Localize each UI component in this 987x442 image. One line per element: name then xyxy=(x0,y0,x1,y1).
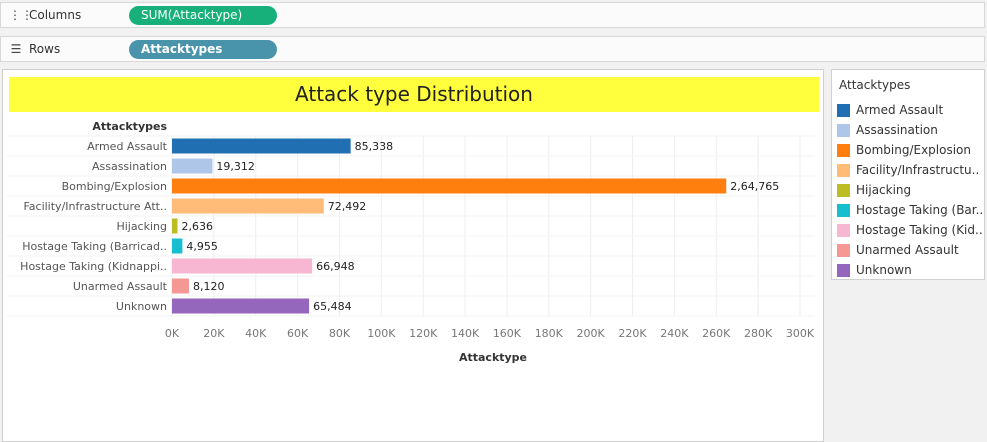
category-label: Armed Assault xyxy=(87,140,168,153)
x-tick-label: 140K xyxy=(451,327,480,340)
category-label: Bombing/Explosion xyxy=(62,180,167,193)
category-label: Hijacking xyxy=(116,220,167,233)
columns-shelf-label: Columns xyxy=(29,8,82,22)
legend-item-label: Facility/Infrastructu.. xyxy=(856,163,980,177)
rows-shelf[interactable]: ☰ Rows Attacktypes xyxy=(0,36,985,62)
category-label: Hostage Taking (Barricad.. xyxy=(22,240,167,253)
x-tick-label: 240K xyxy=(660,327,689,340)
legend-item[interactable]: Armed Assault xyxy=(837,101,982,119)
legend-item-label: Armed Assault xyxy=(856,103,944,117)
bar[interactable] xyxy=(172,198,324,214)
category-label: Facility/Infrastructure Att.. xyxy=(23,200,167,213)
legend-item-label: Unknown xyxy=(856,263,912,277)
bar[interactable] xyxy=(172,158,213,174)
rows-shelf-label: Rows xyxy=(29,42,61,56)
legend-item[interactable]: Hostage Taking (Bar.. xyxy=(837,201,982,219)
bar[interactable] xyxy=(172,218,178,234)
legend-swatch xyxy=(837,183,850,197)
x-axis-title: Attacktype xyxy=(459,351,527,364)
x-tick-label: 260K xyxy=(702,327,731,340)
data-label: 2,636 xyxy=(182,220,214,233)
bar[interactable] xyxy=(172,138,351,154)
columns-shelf[interactable]: ⋮⋮ Columns SUM(Attacktype) xyxy=(0,2,985,28)
x-tick-label: 100K xyxy=(367,327,396,340)
data-label: 85,338 xyxy=(355,140,394,153)
legend-item-label: Hostage Taking (Kid.. xyxy=(856,223,982,237)
legend-title: Attacktypes xyxy=(839,78,911,92)
row-header: Attacktypes xyxy=(92,120,167,133)
legend-item[interactable]: Hostage Taking (Kid.. xyxy=(837,221,982,239)
rows-shelf-label-group: ☰ Rows xyxy=(9,42,61,56)
data-label: 65,484 xyxy=(313,300,352,313)
x-tick-label: 180K xyxy=(535,327,564,340)
columns-icon: ⋮⋮ xyxy=(9,8,33,22)
legend-swatch xyxy=(837,243,850,257)
legend-item[interactable]: Unknown xyxy=(837,261,982,279)
category-label: Unarmed Assault xyxy=(73,280,168,293)
bar-chart: Attacktypes Armed Assault 85,338 Assassinat… xyxy=(7,120,815,364)
bar[interactable] xyxy=(172,298,310,314)
data-label: 8,120 xyxy=(193,280,225,293)
bar[interactable] xyxy=(172,238,183,254)
category-label: Assassination xyxy=(92,160,167,173)
category-label: Unknown xyxy=(116,300,167,313)
category-label: Hostage Taking (Kidnappi.. xyxy=(20,260,167,273)
legend-item[interactable]: Hijacking xyxy=(837,181,982,199)
legend-swatch xyxy=(837,223,850,237)
x-tick-label: 200K xyxy=(577,327,606,340)
data-label: 19,312 xyxy=(216,160,255,173)
legend-swatch xyxy=(837,123,850,137)
bar[interactable] xyxy=(172,178,727,194)
columns-shelf-label-group: ⋮⋮ Columns xyxy=(9,8,81,22)
legend-item[interactable]: Facility/Infrastructu.. xyxy=(837,161,982,179)
bar[interactable] xyxy=(172,278,189,294)
legend-swatch xyxy=(837,203,850,217)
rows-icon: ☰ xyxy=(10,42,22,56)
legend-item[interactable]: Bombing/Explosion xyxy=(837,141,982,159)
legend-item-label: Bombing/Explosion xyxy=(856,143,971,157)
legend-swatch xyxy=(837,143,850,157)
columns-pill[interactable]: SUM(Attacktype) xyxy=(129,6,277,25)
visualization-pane: Attack type Distribution Attacktypes Arme… xyxy=(2,69,824,442)
x-tick-label: 80K xyxy=(329,327,351,340)
x-tick-label: 280K xyxy=(744,327,773,340)
legend-item-label: Assassination xyxy=(856,123,938,137)
legend-swatch xyxy=(837,163,850,177)
legend-item-label: Unarmed Assault xyxy=(856,243,959,257)
data-label: 4,955 xyxy=(186,240,218,253)
x-tick-label: 160K xyxy=(493,327,522,340)
legend-item[interactable]: Unarmed Assault xyxy=(837,241,982,259)
x-tick-label: 40K xyxy=(245,327,267,340)
data-label: 2,64,765 xyxy=(730,180,779,193)
x-tick-label: 300K xyxy=(786,327,815,340)
legend-item[interactable]: Assassination xyxy=(837,121,982,139)
legend-swatch xyxy=(837,263,850,277)
x-tick-label: 220K xyxy=(618,327,647,340)
legend-item-label: Hostage Taking (Bar.. xyxy=(856,203,982,217)
chart-title: Attack type Distribution xyxy=(9,77,819,112)
data-label: 72,492 xyxy=(328,200,367,213)
rows-pill[interactable]: Attacktypes xyxy=(129,40,277,59)
x-tick-label: 120K xyxy=(409,327,438,340)
x-tick-label: 0K xyxy=(165,327,180,340)
data-label: 66,948 xyxy=(316,260,355,273)
legend-item-label: Hijacking xyxy=(856,183,912,197)
x-tick-label: 20K xyxy=(203,327,225,340)
legend-panel: Attacktypes Armed Assault Assassination Bo… xyxy=(831,69,985,280)
bar[interactable] xyxy=(172,258,313,274)
legend-swatch xyxy=(837,103,850,117)
x-tick-label: 60K xyxy=(287,327,309,340)
